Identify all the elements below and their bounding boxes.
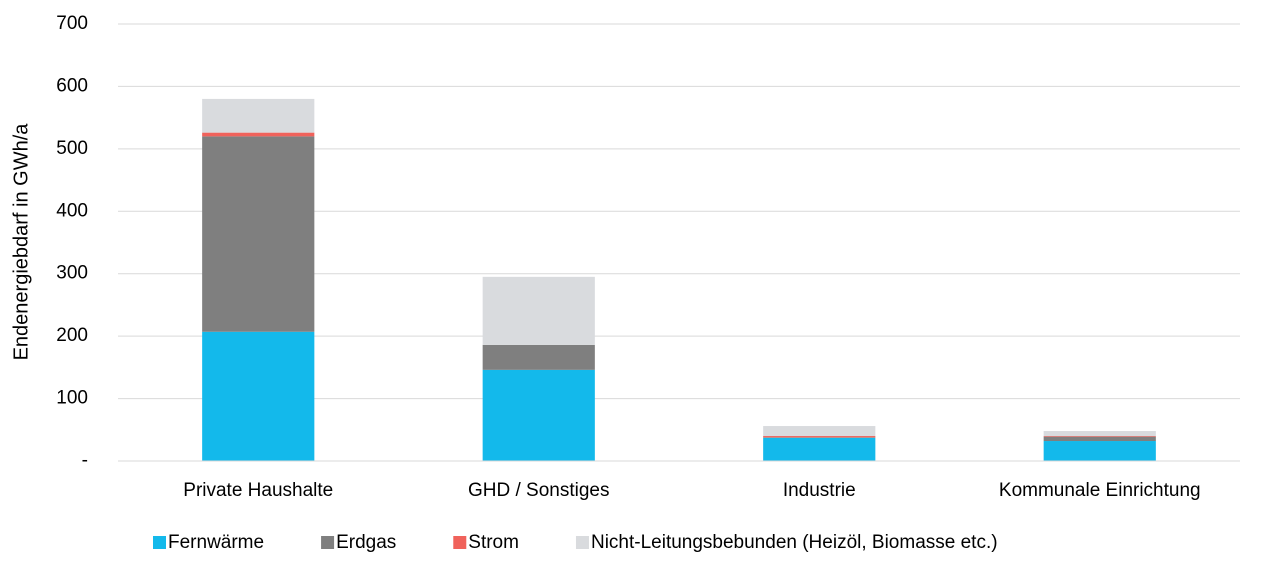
legend-swatch xyxy=(321,536,335,549)
bar-segment xyxy=(482,344,595,370)
bar-segment xyxy=(763,426,876,437)
legend-label: Erdgas xyxy=(336,532,396,553)
y-tick-label: 300 xyxy=(56,263,88,284)
x-tick-label: GHD / Sonstiges xyxy=(468,480,610,501)
y-tick-label: 600 xyxy=(56,75,88,96)
bar-segment xyxy=(1043,436,1156,437)
bar-segment xyxy=(202,132,315,137)
legend-label: Fernwärme xyxy=(168,532,264,553)
bar-segment xyxy=(763,437,876,438)
bar-segment xyxy=(763,436,876,438)
bar-segment xyxy=(202,331,315,461)
bar-segment xyxy=(202,136,315,332)
bar-segment xyxy=(1043,441,1156,461)
bar-segment xyxy=(482,369,595,461)
bar-segment xyxy=(482,276,595,345)
bar-segment xyxy=(1043,436,1156,442)
legend-swatch xyxy=(153,536,166,549)
y-tick-label: 100 xyxy=(56,388,88,409)
y-tick-label: 500 xyxy=(56,138,88,159)
legend-swatch xyxy=(575,536,589,549)
bar-segment xyxy=(202,98,315,133)
y-tick-label: 400 xyxy=(56,200,88,221)
x-tick-label: Industrie xyxy=(783,480,856,501)
y-tick-label: 700 xyxy=(56,13,88,34)
bar-segment xyxy=(763,437,876,461)
bar-segment xyxy=(1043,431,1156,437)
legend-label: Nicht-Leitungsbebunden (Heizöl, Biomasse… xyxy=(591,532,998,553)
x-tick-label: Private Haushalte xyxy=(183,480,333,501)
y-tick-label: 200 xyxy=(56,325,88,346)
y-axis-label: Endenergiebdarf in GWh/a xyxy=(10,123,32,361)
x-tick-label: Kommunale Einrichtung xyxy=(999,480,1201,501)
y-tick-label: - xyxy=(82,450,88,471)
legend-label: Strom xyxy=(468,532,519,553)
legend-swatch xyxy=(453,536,467,549)
